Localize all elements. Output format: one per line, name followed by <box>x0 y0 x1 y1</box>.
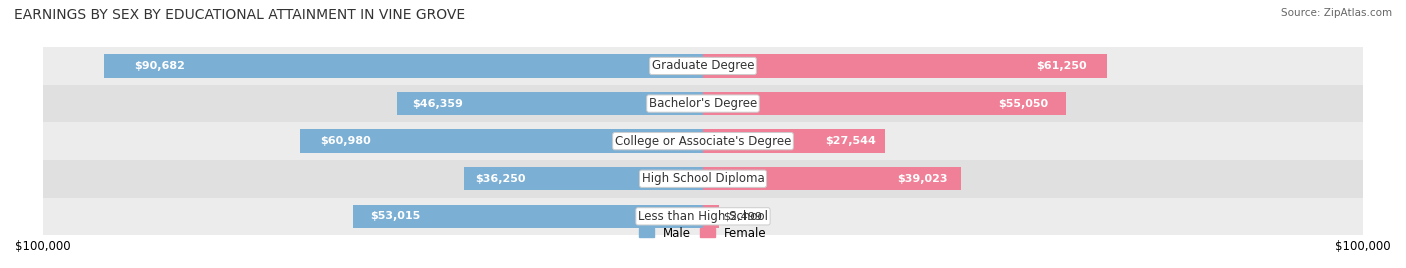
Bar <box>42 198 1364 235</box>
Text: Source: ZipAtlas.com: Source: ZipAtlas.com <box>1281 8 1392 18</box>
Bar <box>104 54 703 78</box>
Bar <box>703 129 884 153</box>
Text: $2,499: $2,499 <box>723 211 762 221</box>
Bar <box>703 205 720 228</box>
Text: $46,359: $46,359 <box>412 99 463 109</box>
Bar <box>703 167 960 190</box>
Legend: Male, Female: Male, Female <box>634 222 772 244</box>
Text: $53,015: $53,015 <box>371 211 420 221</box>
Bar <box>396 92 703 115</box>
Bar <box>301 129 703 153</box>
Bar <box>464 167 703 190</box>
Bar <box>703 54 1108 78</box>
Text: $36,250: $36,250 <box>475 174 526 184</box>
Bar <box>353 205 703 228</box>
Bar <box>42 85 1364 122</box>
Text: EARNINGS BY SEX BY EDUCATIONAL ATTAINMENT IN VINE GROVE: EARNINGS BY SEX BY EDUCATIONAL ATTAINMEN… <box>14 8 465 22</box>
Bar <box>42 160 1364 198</box>
Text: $39,023: $39,023 <box>897 174 948 184</box>
Bar <box>42 47 1364 85</box>
Text: $60,980: $60,980 <box>321 136 371 146</box>
Text: $90,682: $90,682 <box>134 61 186 71</box>
Text: Less than High School: Less than High School <box>638 210 768 223</box>
Bar <box>42 122 1364 160</box>
Text: High School Diploma: High School Diploma <box>641 172 765 185</box>
Text: College or Associate's Degree: College or Associate's Degree <box>614 135 792 148</box>
Text: Graduate Degree: Graduate Degree <box>652 59 754 72</box>
Text: $61,250: $61,250 <box>1036 61 1087 71</box>
Text: Bachelor's Degree: Bachelor's Degree <box>650 97 756 110</box>
Bar <box>703 92 1066 115</box>
Text: $27,544: $27,544 <box>825 136 876 146</box>
Text: $55,050: $55,050 <box>998 99 1049 109</box>
